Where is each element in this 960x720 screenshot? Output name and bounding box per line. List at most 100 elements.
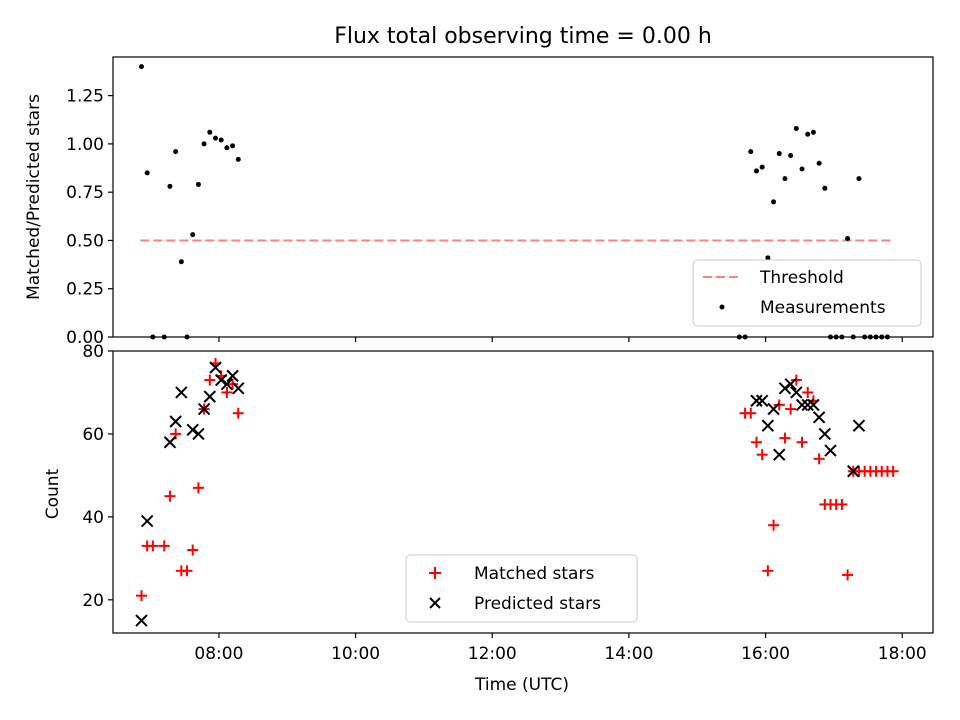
predicted-star-stroke-b bbox=[186, 423, 199, 437]
measurement-point bbox=[845, 236, 851, 242]
measurement-point bbox=[788, 152, 794, 158]
predicted-star-point bbox=[140, 514, 154, 528]
bottom-axes-frame bbox=[112, 350, 934, 634]
predicted-star-point bbox=[778, 382, 792, 395]
measurement-point bbox=[173, 149, 179, 155]
measurement-point bbox=[190, 232, 196, 238]
predicted-star-point bbox=[220, 377, 234, 391]
matched-star-point bbox=[187, 544, 199, 556]
predicted-star-stroke-b bbox=[761, 419, 775, 432]
measurement-point bbox=[167, 183, 173, 189]
measurement-point bbox=[822, 185, 828, 191]
bottom-x-tick-label: 12:00 bbox=[468, 644, 517, 664]
top-axes-frame bbox=[112, 56, 934, 338]
predicted-star-stroke-b bbox=[232, 382, 245, 395]
predicted-star-point bbox=[186, 423, 199, 437]
matched-star-point bbox=[779, 432, 791, 444]
predicted-star-stroke-b bbox=[135, 614, 148, 627]
predicted-star-point bbox=[232, 382, 245, 395]
predicted-star-point bbox=[226, 369, 239, 383]
bottom-panel: 20 40 60 80 08:00 10:00 12:00 14:00 16:00 18:00 C… bbox=[43, 342, 934, 695]
predicted-star-stroke-b bbox=[818, 427, 832, 441]
predicted-star-point bbox=[801, 398, 814, 412]
matched-star-point bbox=[232, 407, 244, 419]
measurement-point bbox=[753, 168, 759, 174]
bottom-x-tick-label: 18:00 bbox=[878, 644, 927, 664]
predicted-star-point bbox=[169, 415, 182, 428]
predicted-star-stroke-b bbox=[140, 514, 154, 528]
top-panel: 0.00 0.25 0.50 0.75 1.00 1.25 Matched/Predict… bbox=[24, 56, 934, 348]
matched-star-point bbox=[164, 490, 176, 502]
top-y-axis-label: Matched/Predicted stars bbox=[24, 94, 44, 300]
measurement-point bbox=[195, 181, 201, 187]
predicted-star-stroke-b bbox=[852, 419, 866, 432]
predicted-star-point bbox=[761, 419, 775, 432]
predicted-star-stroke-b bbox=[795, 398, 809, 412]
predicted-star-point bbox=[203, 390, 217, 403]
predicted-star-stroke-b bbox=[192, 427, 205, 441]
predicted-star-stroke-b bbox=[175, 386, 188, 399]
predicted-star-point bbox=[175, 386, 188, 399]
predicted-star-point bbox=[209, 361, 222, 374]
measurement-point bbox=[816, 160, 822, 166]
matched-star-point bbox=[813, 453, 825, 465]
predicted-star-point bbox=[767, 402, 780, 416]
matched-star-point bbox=[836, 498, 848, 510]
bottom-axis-ticks: 20 40 60 80 08:00 10:00 12:00 14:00 16:00 18:00 bbox=[82, 342, 926, 664]
predicted-star-point bbox=[192, 427, 205, 441]
top-y-tick-label: 0.75 bbox=[66, 183, 104, 203]
predicted-star-stroke-b bbox=[812, 411, 826, 424]
bottom-x-tick-label: 10:00 bbox=[331, 644, 380, 664]
matched-star-point bbox=[785, 403, 797, 415]
matched-star-point bbox=[181, 565, 193, 577]
matched-star-point bbox=[135, 590, 147, 602]
bottom-y-tick-label: 80 bbox=[82, 342, 104, 362]
matched-star-point bbox=[745, 407, 757, 419]
legend-measurements-swatch bbox=[719, 304, 725, 310]
predicted-star-stroke-b bbox=[169, 415, 182, 428]
matched-star-point bbox=[158, 540, 170, 552]
bottom-y-tick-label: 60 bbox=[82, 425, 104, 445]
top-y-tick-label: 0.00 bbox=[66, 328, 104, 348]
matched-star-point bbox=[221, 386, 233, 398]
bottom-y-tick-label: 20 bbox=[82, 591, 104, 611]
legend-measurements-label: Measurements bbox=[760, 298, 886, 318]
measurement-point bbox=[230, 143, 236, 149]
predicted-star-point bbox=[755, 394, 769, 407]
measurement-point bbox=[235, 156, 241, 162]
predicted-star-point bbox=[795, 398, 809, 412]
predicted-star-point bbox=[784, 377, 797, 391]
predicted-star-stroke-b bbox=[214, 373, 228, 387]
predicted-star-stroke-b bbox=[197, 402, 211, 416]
measurement-point bbox=[144, 170, 150, 176]
measurement-point bbox=[759, 164, 765, 170]
legend-predicted-swatch bbox=[429, 597, 441, 609]
predicted-star-point bbox=[214, 373, 228, 387]
matched-star-point bbox=[147, 540, 159, 552]
top-axis-ticks: 0.00 0.25 0.50 0.75 1.00 1.25 bbox=[66, 87, 903, 348]
predicted-star-stroke-b bbox=[778, 382, 792, 395]
top-y-tick-label: 1.00 bbox=[66, 135, 104, 155]
predicted-star-stroke-b bbox=[790, 386, 803, 399]
chart-title: Flux total observing time = 0.00 h bbox=[334, 24, 712, 49]
matched-star-point bbox=[750, 436, 762, 448]
measurement-point bbox=[782, 176, 788, 182]
top-y-tick-label: 0.25 bbox=[66, 280, 104, 300]
predicted-star-point bbox=[852, 419, 866, 432]
matched-star-point bbox=[802, 386, 814, 398]
matched-star-point bbox=[756, 449, 768, 461]
predicted-star-stroke-b bbox=[226, 369, 239, 383]
measurement-point bbox=[748, 149, 754, 155]
measurement-point bbox=[765, 255, 771, 261]
matched-star-point bbox=[192, 482, 204, 494]
measurement-point bbox=[213, 135, 218, 141]
bottom-x-tick-label: 14:00 bbox=[604, 644, 653, 664]
measurement-point bbox=[224, 145, 230, 151]
top-y-tick-label: 0.50 bbox=[66, 231, 104, 251]
count-points bbox=[135, 357, 899, 627]
legend-matched-swatch bbox=[429, 567, 441, 579]
predicted-star-point bbox=[790, 386, 803, 399]
measurement-point bbox=[856, 176, 862, 182]
predicted-star-point bbox=[135, 614, 148, 627]
